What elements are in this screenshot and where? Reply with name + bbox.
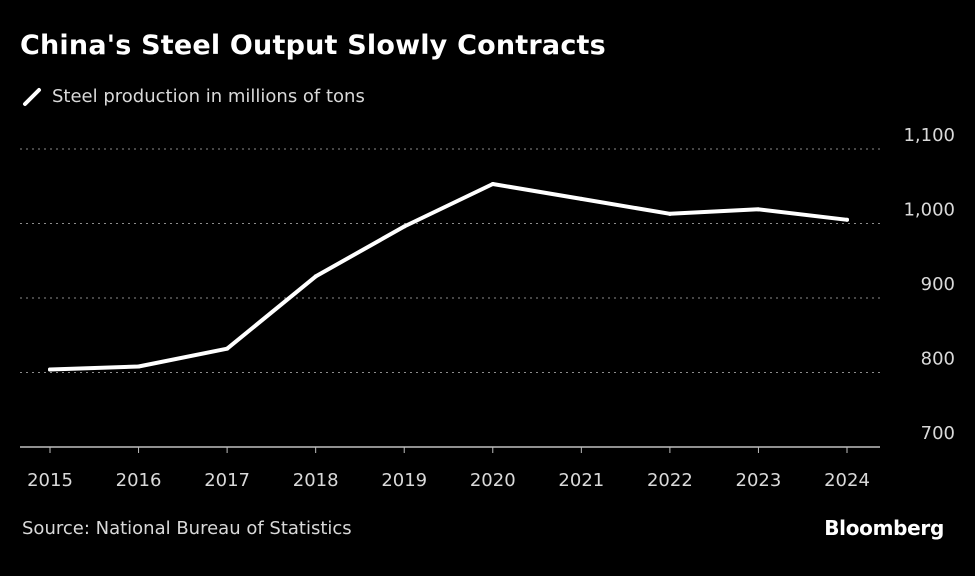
legend: Steel production in millions of tons [22,86,365,107]
bloomberg-logo: Bloomberg [824,516,944,540]
data-point [845,217,849,222]
x-tick-label: 2024 [824,470,870,491]
x-tick-label: 2022 [647,470,693,491]
series-line-0 [48,182,849,372]
data-point [756,207,761,212]
y-tick-label: 1,000 [903,200,955,221]
x-tick-label: 2019 [381,470,427,491]
x-tick-label: 2016 [116,470,162,491]
y-tick-label: 700 [921,423,955,444]
legend-line-icon [23,87,41,106]
y-tick-label: 800 [921,349,955,370]
data-point [490,182,495,187]
y-tick-label: 900 [921,274,955,295]
data-point [667,211,672,216]
source-note: Source: National Bureau of Statistics [22,518,352,539]
y-tick-label: 1,100 [903,125,955,146]
data-point [225,346,230,351]
data-point [579,196,584,201]
data-point [136,364,141,369]
x-tick-label: 2018 [293,470,339,491]
x-tick-label: 2017 [204,470,250,491]
data-point [402,224,407,229]
x-tick-label: 2020 [470,470,516,491]
data-point [313,274,318,279]
legend-label: Steel production in millions of tons [52,86,365,107]
chart-title: China's Steel Output Slowly Contracts [20,30,606,61]
x-tick-label: 2023 [736,470,782,491]
data-point [48,367,52,372]
x-tick-label: 2015 [27,470,73,491]
x-tick-label: 2021 [558,470,604,491]
